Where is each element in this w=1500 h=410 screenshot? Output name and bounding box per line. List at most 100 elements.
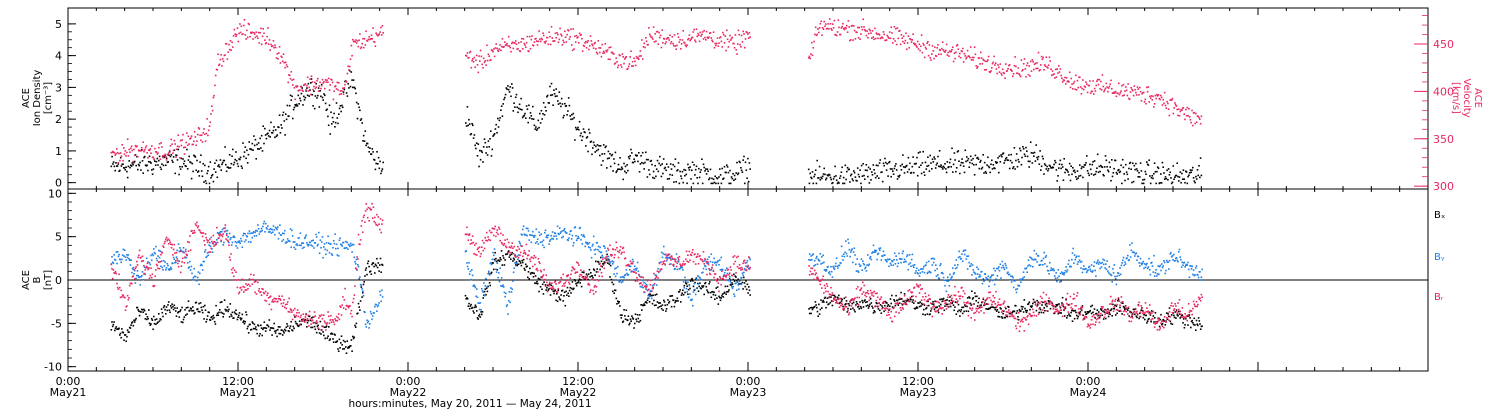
data-point bbox=[705, 173, 708, 175]
data-point bbox=[882, 250, 885, 253]
data-point bbox=[1187, 324, 1189, 326]
data-point bbox=[301, 247, 304, 250]
data-point bbox=[590, 272, 592, 274]
data-point bbox=[144, 149, 146, 151]
data-point bbox=[333, 112, 335, 115]
data-point bbox=[211, 318, 214, 320]
data-point bbox=[149, 263, 152, 266]
data-point bbox=[140, 276, 142, 278]
data-point bbox=[722, 178, 724, 180]
data-point bbox=[651, 297, 653, 300]
data-point bbox=[247, 332, 250, 334]
data-point bbox=[221, 312, 224, 314]
data-point bbox=[741, 171, 744, 173]
data-point bbox=[1050, 68, 1052, 70]
data-point bbox=[280, 124, 282, 126]
data-point bbox=[336, 254, 339, 256]
data-point bbox=[1156, 170, 1158, 173]
data-point bbox=[677, 36, 680, 38]
data-point bbox=[953, 309, 955, 312]
data-point bbox=[555, 235, 557, 237]
data-point bbox=[1042, 157, 1044, 160]
data-point bbox=[183, 316, 186, 318]
data-point bbox=[497, 276, 499, 279]
data-point bbox=[995, 162, 998, 164]
data-point bbox=[661, 29, 663, 31]
data-point bbox=[963, 249, 965, 252]
data-point bbox=[1171, 323, 1174, 325]
data-point bbox=[714, 261, 717, 263]
data-point bbox=[490, 262, 492, 264]
field-axis-label: ACE B [nT] bbox=[21, 270, 54, 290]
data-point bbox=[178, 173, 180, 176]
data-point bbox=[888, 161, 890, 164]
data-point bbox=[257, 148, 259, 150]
data-point bbox=[175, 256, 178, 258]
data-point bbox=[224, 227, 227, 229]
data-point bbox=[698, 285, 700, 288]
data-point bbox=[820, 176, 822, 179]
data-point bbox=[885, 39, 888, 41]
data-point bbox=[175, 310, 177, 312]
data-point bbox=[1063, 158, 1065, 160]
data-point bbox=[899, 29, 901, 32]
data-point bbox=[1183, 326, 1186, 329]
data-point bbox=[573, 48, 575, 50]
data-point bbox=[285, 64, 288, 66]
data-point bbox=[885, 259, 887, 262]
data-point bbox=[1084, 311, 1087, 313]
data-point bbox=[478, 315, 480, 317]
data-point bbox=[997, 157, 999, 159]
data-point bbox=[1071, 320, 1074, 322]
data-point bbox=[996, 161, 998, 164]
data-point bbox=[832, 181, 834, 184]
data-point bbox=[890, 264, 892, 266]
data-point bbox=[213, 168, 215, 170]
data-point bbox=[1195, 319, 1198, 322]
data-point bbox=[379, 160, 381, 163]
data-point bbox=[358, 106, 360, 109]
data-point bbox=[334, 233, 336, 235]
data-point bbox=[298, 320, 301, 322]
data-point bbox=[1194, 324, 1196, 326]
data-point bbox=[365, 144, 367, 147]
data-point bbox=[689, 39, 691, 42]
data-point bbox=[498, 280, 501, 283]
data-point bbox=[1131, 315, 1133, 318]
data-point bbox=[1132, 180, 1135, 183]
data-point bbox=[647, 43, 649, 46]
data-point bbox=[848, 304, 851, 307]
data-point bbox=[551, 237, 553, 240]
data-point bbox=[201, 264, 203, 267]
data-point bbox=[150, 152, 152, 154]
data-point bbox=[1122, 305, 1125, 308]
data-point bbox=[947, 280, 950, 282]
data-point bbox=[671, 36, 674, 38]
data-point bbox=[354, 324, 356, 327]
data-point bbox=[879, 159, 882, 161]
data-point bbox=[967, 157, 970, 160]
data-point bbox=[144, 155, 146, 158]
data-point bbox=[200, 170, 203, 172]
data-point bbox=[133, 160, 136, 163]
data-point bbox=[892, 42, 894, 44]
data-point bbox=[711, 39, 713, 42]
data-point bbox=[283, 61, 286, 64]
data-point bbox=[223, 299, 226, 301]
data-point bbox=[888, 265, 890, 268]
data-point bbox=[224, 146, 226, 148]
data-point bbox=[163, 154, 166, 157]
data-point bbox=[123, 167, 126, 169]
data-point bbox=[720, 256, 722, 259]
data-point bbox=[182, 250, 184, 253]
data-point bbox=[554, 32, 557, 35]
data-point bbox=[895, 294, 897, 297]
data-point bbox=[267, 225, 269, 227]
data-point bbox=[877, 252, 880, 255]
data-point bbox=[325, 326, 327, 328]
data-point bbox=[1090, 305, 1092, 308]
data-point bbox=[194, 312, 196, 314]
data-point bbox=[122, 163, 124, 165]
data-point bbox=[968, 55, 970, 58]
data-point bbox=[951, 302, 953, 305]
